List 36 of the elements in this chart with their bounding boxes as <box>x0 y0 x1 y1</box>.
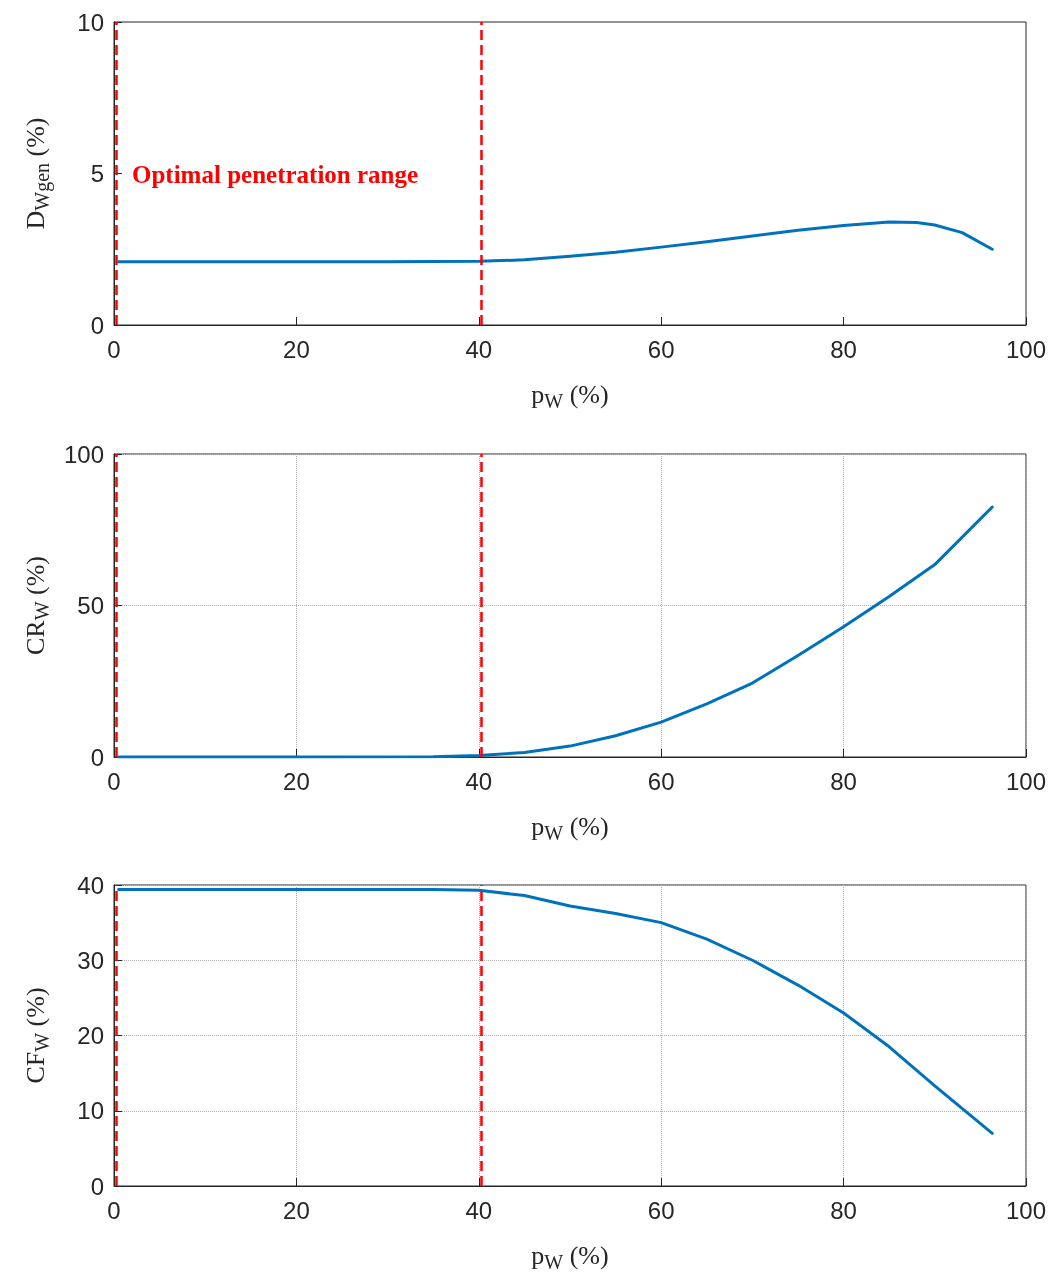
x-tick-label: 60 <box>647 335 675 363</box>
annotation: Optimal penetration range <box>132 161 419 188</box>
x-tick-label: 40 <box>465 335 493 363</box>
x-tick-label: 0 <box>107 335 121 363</box>
y-tick-label: 20 <box>77 1022 104 1049</box>
y-tick-label: 10 <box>77 1097 104 1125</box>
x-tick-label: 100 <box>1005 335 1047 363</box>
x-tick-label: 20 <box>283 335 310 363</box>
x-tick-label: 80 <box>830 1196 857 1224</box>
y-tick-label: 40 <box>77 871 104 899</box>
y-tick-label: 0 <box>90 1172 104 1200</box>
line-series <box>117 220 994 264</box>
y-tick-label: 100 <box>63 440 104 468</box>
x-tick-label: 40 <box>465 1196 493 1224</box>
line-series <box>117 888 994 1135</box>
x-tick-label: 60 <box>647 1196 675 1224</box>
y-tick-label: 10 <box>77 8 104 36</box>
y-tick-label: 30 <box>77 946 104 974</box>
x-tick-label: 40 <box>465 767 493 795</box>
x-tick-label: 100 <box>1005 1196 1047 1224</box>
line-series <box>117 505 994 759</box>
x-tick-label: 80 <box>830 335 857 363</box>
y-tick-label: 5 <box>90 160 104 187</box>
x-tick-label: 60 <box>647 767 675 795</box>
y-tick-label: 50 <box>77 592 104 619</box>
y-axis-title: DWgen (%) <box>20 117 54 230</box>
x-tick-label: 20 <box>283 1196 310 1224</box>
x-tick-label: 100 <box>1005 767 1047 795</box>
x-tick-label: 0 <box>107 767 121 795</box>
y-axis-title: CRW (%) <box>20 555 53 656</box>
x-tick-label: 0 <box>107 1196 121 1224</box>
y-tick-label: 0 <box>90 311 104 339</box>
x-tick-label: 20 <box>283 767 310 795</box>
y-tick-label: 0 <box>90 743 104 771</box>
y-axis-title: CFW (%) <box>20 987 53 1084</box>
x-tick-label: 80 <box>830 767 857 795</box>
